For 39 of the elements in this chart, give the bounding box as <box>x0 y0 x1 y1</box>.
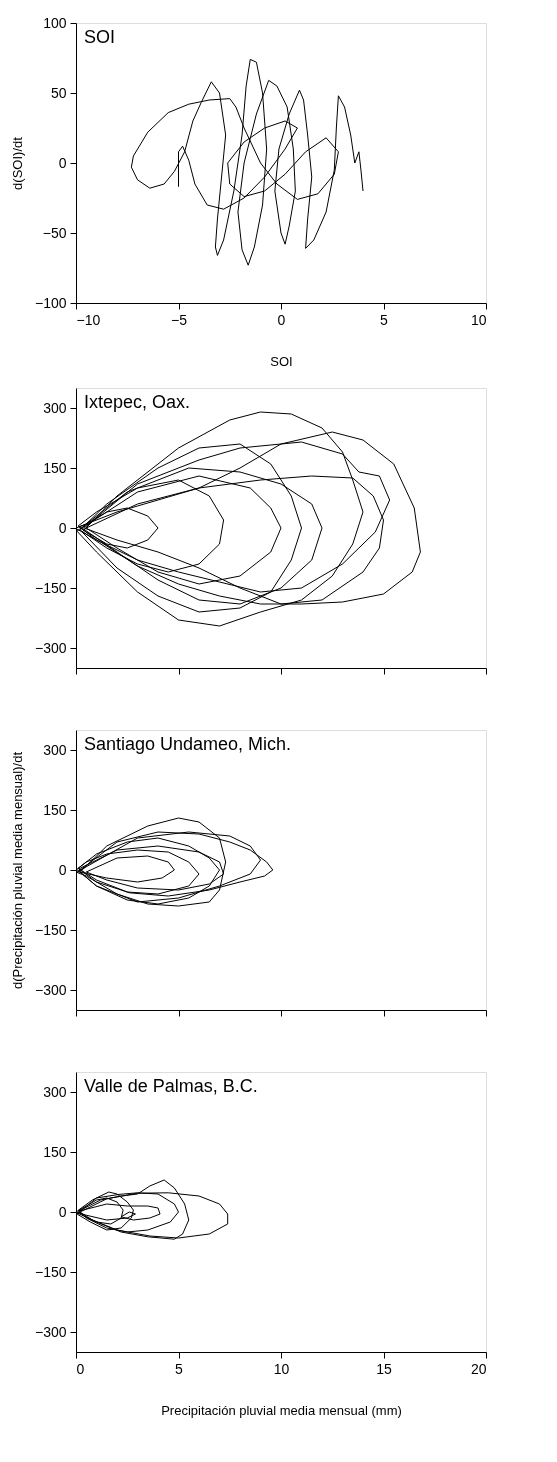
x-tick-label: 5 <box>175 1360 184 1377</box>
y-tick-label: −100 <box>34 294 67 311</box>
y-tick-label: 0 <box>58 1203 67 1220</box>
y-tick-label: 150 <box>43 801 67 818</box>
y-axis-title: d(Precipitación pluvial media mensual)/dt <box>9 751 25 990</box>
y-tick-label: 0 <box>58 154 67 171</box>
y-tick-label: −300 <box>34 981 67 998</box>
x-tick-label: −10 <box>76 311 101 328</box>
y-tick-label: 150 <box>43 459 67 476</box>
x-tick-label: 10 <box>273 1360 290 1377</box>
y-tick-label: −50 <box>42 224 67 241</box>
y-tick-label: −150 <box>34 1263 67 1280</box>
chart-title: Santiago Undameo, Mich. <box>84 734 292 754</box>
y-tick-label: −300 <box>34 1323 67 1340</box>
y-axis-title: d(SOI)/dt <box>9 136 25 190</box>
x-axis-title: SOI <box>270 353 293 369</box>
y-tick-label: −300 <box>34 639 67 656</box>
x-tick-label: 15 <box>376 1360 392 1377</box>
chart-title: Ixtepec, Oax. <box>84 392 191 412</box>
y-tick-label: 300 <box>43 741 67 758</box>
y-tick-label: −150 <box>34 921 67 938</box>
chart-title: SOI <box>84 27 116 47</box>
y-tick-label: 0 <box>58 519 67 536</box>
y-tick-label: 0 <box>58 861 67 878</box>
x-axis-title: Precipitación pluvial media mensual (mm) <box>161 1402 402 1418</box>
x-tick-label: 0 <box>76 1360 85 1377</box>
x-tick-label: 10 <box>470 311 487 328</box>
y-tick-label: 100 <box>43 14 67 31</box>
y-tick-label: 300 <box>43 1083 67 1100</box>
x-tick-label: −5 <box>171 311 188 328</box>
line-series <box>130 58 364 266</box>
y-tick-label: 50 <box>50 84 67 101</box>
x-tick-label: 0 <box>277 311 286 328</box>
y-tick-label: −150 <box>34 579 67 596</box>
x-tick-label: 5 <box>380 311 389 328</box>
x-tick-label: 20 <box>470 1360 487 1377</box>
y-tick-label: 150 <box>43 1143 67 1160</box>
y-tick-label: 300 <box>43 399 67 416</box>
chart-title: Valle de Palmas, B.C. <box>84 1076 258 1096</box>
